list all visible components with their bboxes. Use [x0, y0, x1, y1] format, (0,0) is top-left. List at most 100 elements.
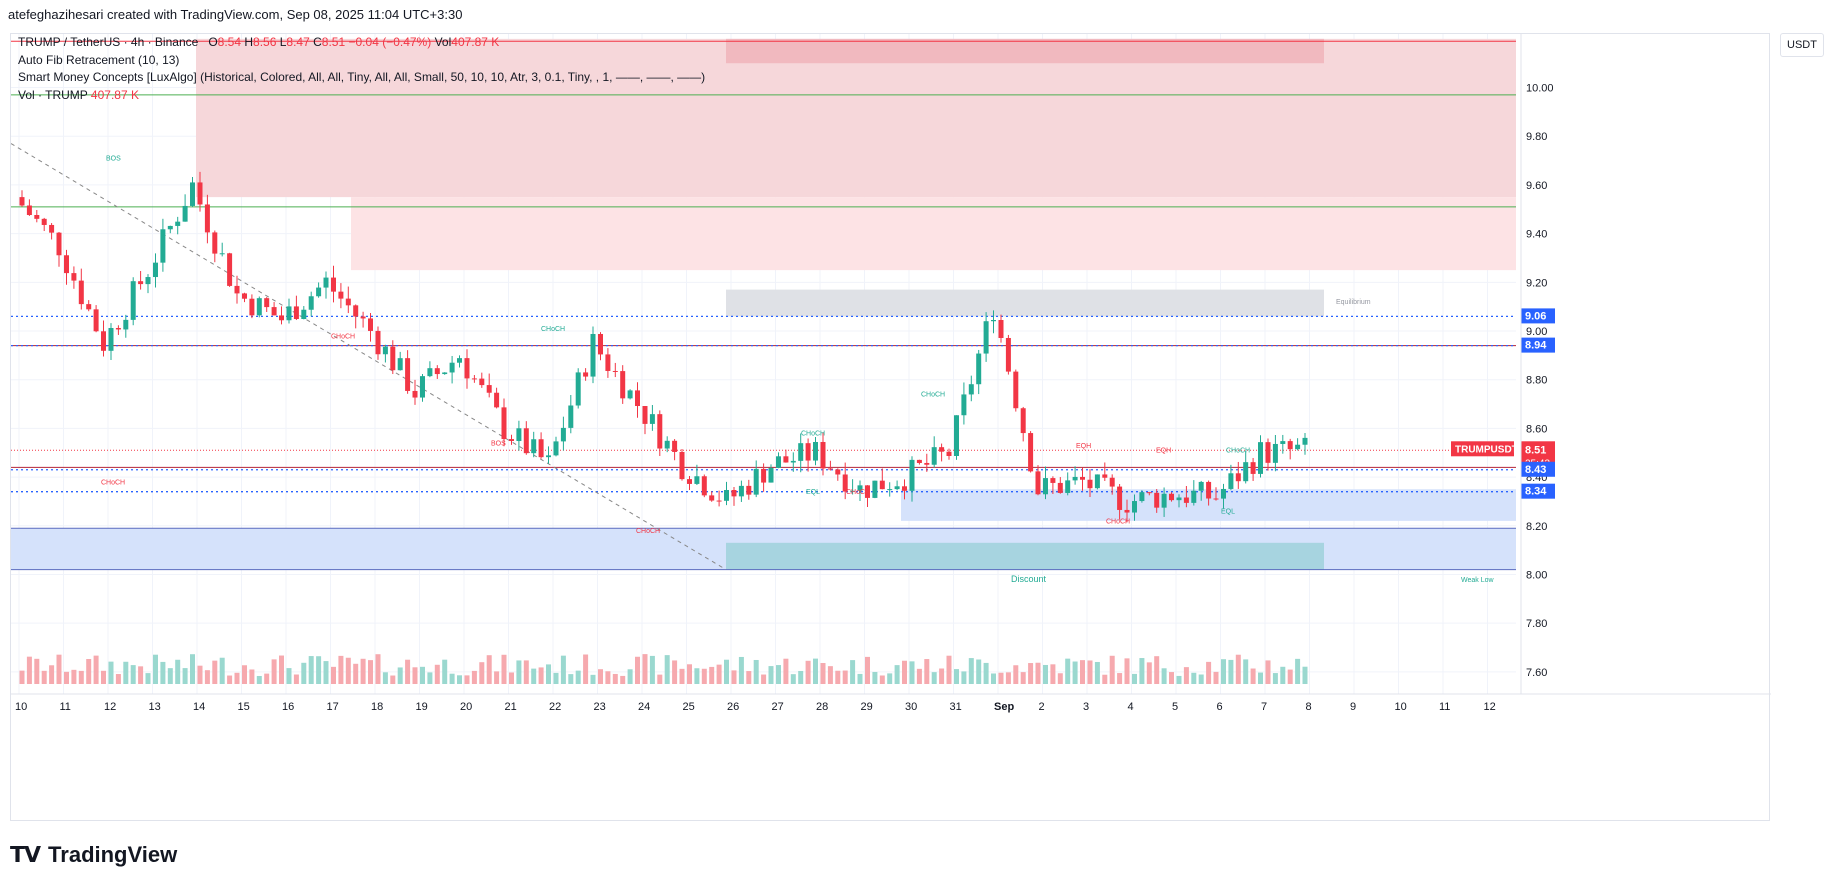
volume-bar [509, 672, 514, 684]
y-tick-label: 8.60 [1526, 423, 1547, 435]
candle-body [190, 182, 195, 206]
x-tick-label: 24 [638, 701, 650, 713]
x-tick-label: 8 [1306, 701, 1312, 713]
candle-body [434, 368, 440, 375]
volume-bar [308, 656, 314, 684]
volume-bar [212, 660, 218, 684]
volume-bar [197, 665, 203, 684]
candle-body [397, 358, 403, 371]
volume-bar [397, 667, 403, 684]
candle-body [709, 495, 715, 501]
candle-body [842, 474, 848, 492]
x-tick-label: 22 [549, 701, 561, 713]
volume-bar [123, 661, 129, 684]
candle-body [761, 468, 767, 483]
candle-body [931, 447, 937, 465]
currency-unit-button[interactable]: USDT [1780, 33, 1824, 57]
volume-bar [946, 655, 952, 684]
candle-body [1154, 492, 1160, 508]
annotation-label: Equilibrium [1336, 299, 1371, 306]
candle-body [1102, 474, 1108, 478]
x-tick-label: 11 [60, 701, 71, 713]
candle-body [167, 225, 173, 230]
annotation-label: CHoCH [846, 489, 870, 496]
indicator-smc[interactable]: Smart Money Concepts [LuxAlgo] (Historic… [18, 70, 706, 84]
candle-body [805, 443, 811, 461]
volume-bar [1243, 659, 1249, 684]
candle-body [605, 354, 611, 371]
volume-bar [190, 654, 195, 684]
volume-bar [1132, 673, 1137, 684]
candle-body [768, 467, 774, 483]
candle-body [331, 277, 336, 292]
volume-indicator-value: 407.87 K [90, 87, 139, 102]
volume-bar [323, 661, 329, 684]
x-tick-label: 23 [594, 701, 606, 713]
volume-bar [1183, 667, 1189, 684]
open-label: O [208, 35, 218, 49]
x-tick-label: 18 [371, 701, 383, 713]
symbol-name[interactable]: TRUMP / TetherUS · 4h · Binance [18, 35, 199, 49]
x-tick-label: 2 [1039, 701, 1045, 713]
volume-bar [664, 655, 670, 684]
header-bar: atefeghazihesari created with TradingVie… [0, 0, 1835, 28]
tradingview-logo[interactable]: 𝗧𝗩 TradingView [10, 838, 177, 872]
volume-bar [560, 655, 566, 684]
volume-bar [1228, 659, 1234, 684]
x-tick-label: 10 [1395, 701, 1407, 713]
x-tick-label: 29 [861, 701, 873, 713]
volume-bar [227, 675, 233, 684]
volume-bar [850, 660, 856, 684]
x-tick-label: 15 [238, 701, 250, 713]
candle-body [798, 443, 804, 461]
volume-bar [56, 654, 62, 684]
volume-bar [842, 670, 848, 684]
candle-body [182, 205, 188, 222]
volume-bar [1028, 663, 1034, 684]
volume-bar [1013, 665, 1019, 684]
candle-body [501, 407, 507, 440]
candle-body [857, 485, 863, 491]
volume-bar [961, 671, 967, 684]
candle-body [820, 441, 826, 469]
volume-bar [204, 670, 210, 684]
candle-body [753, 468, 759, 495]
low-value: 8.47 [286, 35, 310, 49]
candle-body [701, 476, 707, 496]
volume-bar [879, 675, 885, 684]
volume-bar [368, 660, 373, 684]
volume-bar [420, 666, 425, 684]
candle-body [390, 346, 396, 371]
volume-bar [1221, 659, 1226, 684]
candle-body [271, 307, 277, 316]
candle-body [620, 371, 626, 399]
volume-bar [1139, 658, 1145, 684]
candle-body [197, 182, 203, 205]
indicator-volume[interactable]: Vol · TRUMP 407.87 K [18, 87, 705, 105]
annotation-label: EQL [1221, 509, 1235, 516]
volume-bar [887, 673, 893, 684]
volume-bar [93, 655, 99, 684]
indicator-fib[interactable]: Auto Fib Retracement (10, 13) [18, 52, 180, 67]
candle-body [939, 447, 945, 452]
price-chart[interactable]: BOS CHoCH CHoCH BOS CHoCH CHoCH CHoCH EQL CHoCH C… [11, 34, 1771, 822]
volume-bar [612, 673, 618, 684]
volume-bar [1087, 660, 1093, 684]
candle-body [961, 394, 967, 416]
volume-bar [538, 667, 544, 684]
volume-bar [234, 672, 240, 684]
x-tick-label: 11 [1439, 701, 1450, 713]
candle-body [1020, 408, 1026, 434]
chart-panel[interactable]: BOS CHoCH CHoCH BOS CHoCH CHoCH CHoCH EQL CHoCH C… [10, 33, 1771, 822]
candle-body [375, 330, 381, 355]
volume-bar [64, 671, 69, 684]
volume-bar [449, 673, 455, 684]
volume-bar [672, 660, 678, 684]
candle-body [983, 321, 989, 354]
volume-bar [709, 666, 715, 684]
candle-body [523, 428, 529, 454]
candle-body [1043, 478, 1048, 495]
volume-bar [1198, 674, 1204, 684]
annotation-label: CHoCH [1226, 448, 1250, 455]
volume-bar [1065, 658, 1071, 684]
